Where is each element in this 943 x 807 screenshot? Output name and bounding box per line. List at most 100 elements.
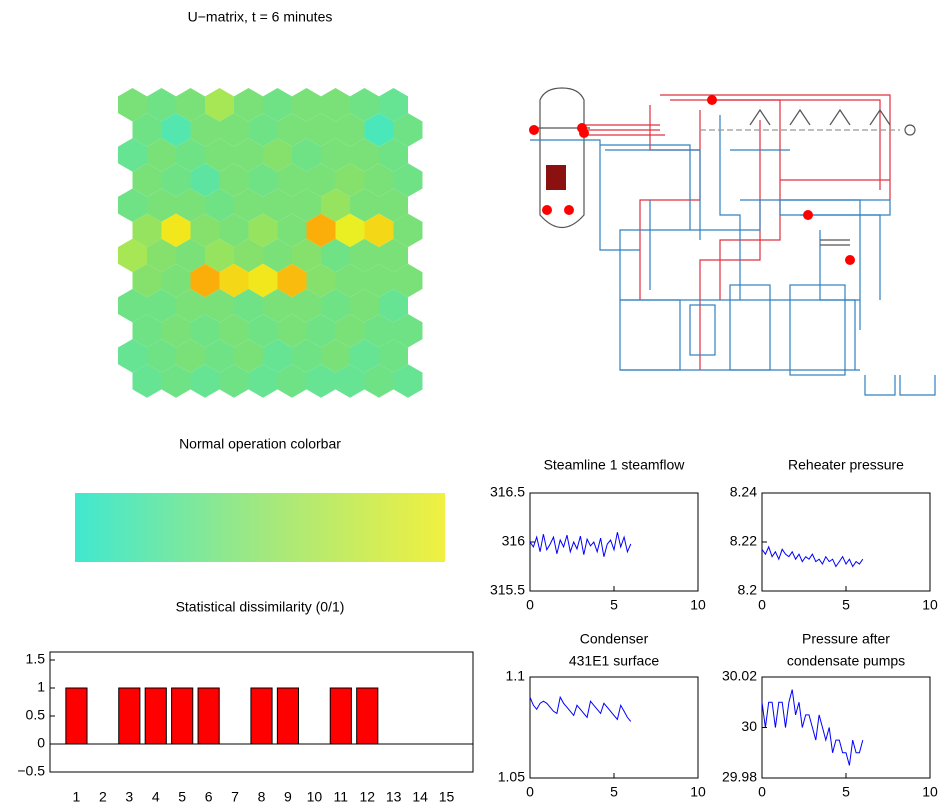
y-tick-label: 315.5	[490, 582, 525, 598]
bar	[118, 687, 141, 745]
hex-cell	[306, 364, 336, 398]
x-tick-label: 8	[258, 789, 266, 805]
hex-cell	[205, 138, 234, 172]
x-tick-label: 5	[610, 784, 618, 800]
x-tick-label: 5	[842, 784, 850, 800]
hex-cell	[132, 364, 162, 398]
hex-cell	[292, 339, 321, 373]
y-tick-label: 8.2	[738, 582, 758, 598]
hex-cell	[132, 163, 162, 197]
diagram-shape	[579, 128, 589, 138]
diagram-shape	[529, 125, 539, 135]
hex-cell	[118, 138, 147, 172]
hex-cell	[350, 288, 379, 323]
hex-cell	[364, 213, 394, 248]
hex-cell	[277, 263, 307, 298]
bar	[356, 687, 379, 745]
hex-cell	[205, 188, 234, 222]
hex-cell	[277, 364, 307, 398]
x-tick-label: 2	[99, 789, 107, 805]
hex-cell	[219, 263, 249, 298]
chart-title: Normal operation colorbar	[179, 436, 341, 452]
hex-cell	[335, 113, 365, 147]
hex-cell	[234, 88, 263, 122]
y-tick-label: 316	[502, 533, 526, 549]
chart-title: Steamline 1 steamflow	[544, 457, 686, 473]
y-tick-label: 0.5	[26, 707, 46, 723]
plot-frame	[761, 492, 931, 592]
hex-cell	[219, 113, 249, 147]
x-tick-label: 0	[526, 784, 534, 800]
hex-cell	[364, 314, 394, 348]
hex-cell	[205, 238, 234, 273]
diagram-shape	[729, 284, 771, 371]
diagram-shape	[530, 139, 881, 370]
hex-cell	[190, 364, 220, 398]
y-tick-label: −0.5	[17, 763, 45, 779]
hex-cell	[277, 314, 307, 348]
hex-cell	[393, 314, 423, 348]
hex-cell	[321, 188, 350, 222]
hex-cell	[147, 288, 176, 323]
hex-cell	[321, 88, 350, 122]
hex-cell	[118, 238, 147, 273]
hex-cell	[132, 263, 162, 298]
hex-cell	[306, 163, 336, 197]
hex-cell	[234, 138, 263, 172]
x-tick-label: 9	[284, 789, 292, 805]
hex-cell	[219, 314, 249, 348]
diagram-shape	[530, 85, 935, 403]
plot-frame	[49, 651, 474, 773]
hex-cell	[190, 263, 220, 298]
x-tick-label: 5	[610, 597, 618, 613]
hex-cell	[161, 113, 191, 147]
y-tick-label: 30	[741, 718, 757, 734]
hex-cell	[176, 238, 205, 273]
x-tick-label: 6	[205, 789, 213, 805]
bar	[144, 687, 167, 745]
hex-cell	[277, 163, 307, 197]
hex-cell	[379, 238, 408, 273]
bar	[250, 687, 273, 745]
hex-cell	[234, 238, 263, 273]
y-tick-label: 1.05	[498, 769, 525, 785]
y-tick-label: 316.5	[490, 484, 525, 500]
hex-cell	[306, 263, 336, 298]
data-line	[761, 689, 864, 766]
bar	[276, 687, 300, 745]
hex-cell	[132, 213, 162, 248]
hex-cell	[263, 138, 292, 172]
hex-cell	[248, 263, 278, 298]
x-tick-label: 7	[231, 789, 239, 805]
chart-title: Reheater pressure	[788, 457, 904, 473]
diagram-shape	[539, 87, 585, 229]
chart-title: Pressure after	[802, 631, 890, 647]
diagram-shape	[619, 299, 681, 371]
hex-cell	[335, 263, 365, 298]
plot-frame	[761, 676, 931, 779]
diagram-shape	[749, 108, 891, 126]
hex-cell	[350, 88, 379, 122]
hex-cell	[118, 188, 147, 222]
diagram-shape	[546, 165, 566, 190]
hex-cell	[176, 288, 205, 323]
data-line	[529, 532, 632, 557]
hex-cell	[234, 288, 263, 323]
hex-cell	[205, 88, 234, 122]
x-tick-label: 10	[690, 597, 706, 613]
hex-cell	[219, 163, 249, 197]
x-tick-label: 13	[386, 789, 402, 805]
hex-cell	[321, 138, 350, 172]
hex-cell	[190, 113, 220, 147]
y-tick-label: 1.1	[506, 668, 526, 684]
hex-cell	[292, 138, 321, 172]
hex-cell	[263, 288, 292, 323]
hex-cell	[161, 364, 191, 398]
x-tick-label: 0	[758, 784, 766, 800]
x-tick-label: 5	[178, 789, 186, 805]
x-tick-label: 3	[125, 789, 133, 805]
hex-cell	[364, 263, 394, 298]
hex-cell	[161, 213, 191, 248]
hex-cell	[379, 339, 408, 373]
